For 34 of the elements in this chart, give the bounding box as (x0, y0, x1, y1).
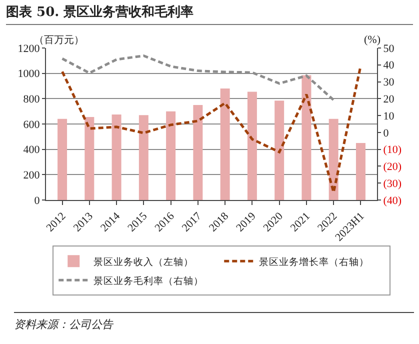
y-tick-label: 600 (23, 118, 40, 131)
y2-tick-label: 30 (383, 76, 395, 89)
bar (220, 88, 230, 200)
bar (328, 118, 338, 200)
y2-tick-label: (20) (383, 161, 402, 174)
y-tick-label: 200 (23, 170, 40, 182)
y2-tick-label: (10) (383, 144, 402, 156)
y2-tick-label: 10 (383, 110, 395, 122)
y2-tick-label: (30) (383, 178, 402, 190)
bar (58, 118, 68, 200)
y2-tick-label: (40) (383, 194, 402, 207)
legend-label: 景区业务增长率（右轴） (259, 256, 370, 268)
bar (138, 115, 148, 200)
legend-label: 景区业务收入（左轴） (94, 256, 194, 268)
legend-label: 景区业务毛利率（右轴） (94, 274, 204, 287)
chart-title: 图表 50. 景区业务营收和毛利率 (6, 3, 413, 25)
bar (302, 75, 312, 200)
y2-tick-label: 50 (383, 42, 395, 55)
y2-tick-label: 0 (383, 127, 390, 140)
bar (247, 92, 257, 200)
bar (166, 111, 176, 200)
y2-tick-label: 40 (383, 60, 395, 72)
bar (193, 105, 203, 200)
bar (274, 100, 284, 200)
text: 资料来源：公司公告 (14, 312, 414, 332)
y-tick-label: 800 (23, 94, 40, 106)
bar (84, 117, 94, 200)
y-tick-label: 1000 (18, 68, 40, 80)
y-tick-label: 0 (34, 194, 40, 207)
bar (112, 114, 122, 200)
bar (356, 143, 366, 200)
y2-tick-label: 20 (383, 94, 395, 106)
y2-axis-title: (%) (364, 34, 381, 46)
y-tick-label: 400 (23, 144, 40, 156)
